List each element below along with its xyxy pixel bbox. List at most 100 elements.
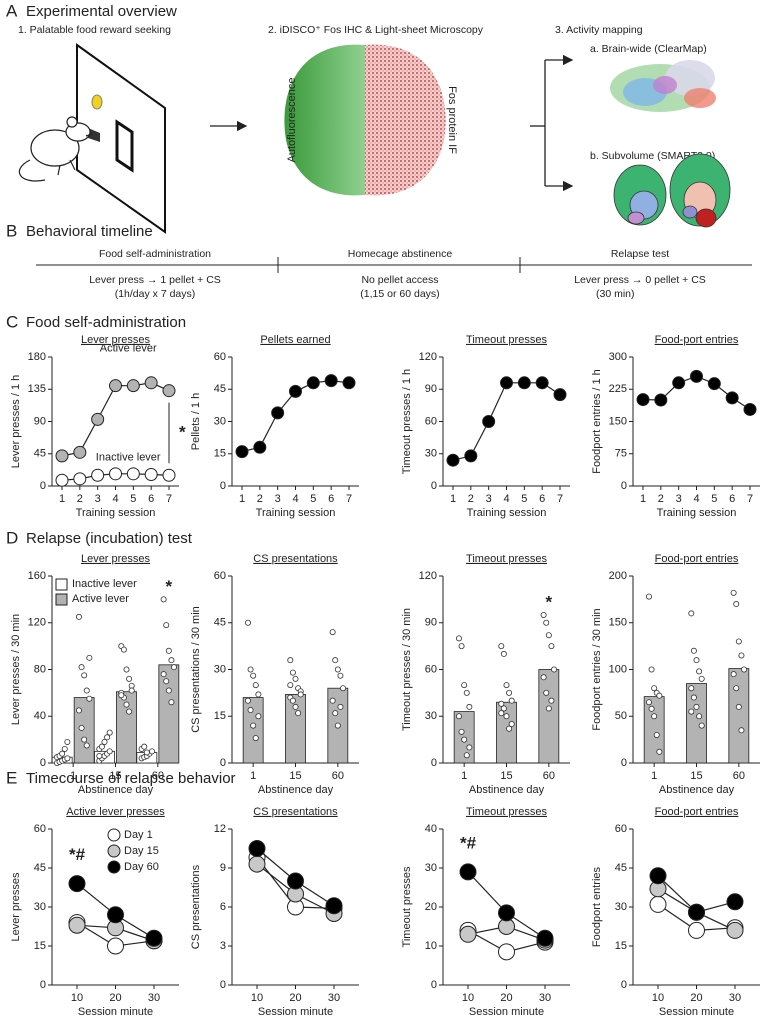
data-point	[168, 699, 175, 706]
data-point	[458, 728, 465, 735]
data-point	[340, 685, 347, 692]
chart-title: Active lever presses	[66, 806, 165, 818]
data-point	[329, 697, 336, 704]
data-point	[688, 685, 695, 692]
x-tick-label: 6	[148, 493, 154, 505]
data-point	[540, 674, 547, 681]
marker	[144, 468, 158, 482]
data-point	[696, 713, 703, 720]
x-axis-label: Abstinence day	[659, 784, 735, 796]
x-tick-label: 7	[557, 493, 563, 505]
x-tick-label: 2	[658, 493, 664, 505]
y-tick-label: 150	[609, 415, 627, 427]
y-axis-label: Pellets / 1 h	[190, 393, 202, 450]
phase-name: Homecage abstinence	[348, 248, 453, 260]
y-tick-label: 15	[214, 448, 226, 460]
y-tick-label: 30	[425, 710, 437, 722]
data-point	[651, 713, 658, 720]
lever	[88, 128, 100, 142]
x-axis-label: Session minute	[258, 1006, 333, 1018]
line	[452, 382, 561, 461]
legend-marker	[107, 844, 121, 858]
data-point	[334, 666, 341, 673]
y-tick-label: 60	[34, 823, 46, 835]
y-tick-label: 30	[214, 415, 226, 427]
data-point	[455, 713, 462, 720]
chart-title: Timeout presses	[466, 806, 547, 818]
marker	[306, 376, 320, 390]
data-point	[106, 748, 113, 755]
data-point	[247, 707, 254, 714]
y-tick-label: 60	[425, 415, 437, 427]
data-point	[506, 689, 513, 696]
data-point	[120, 646, 127, 653]
data-point	[738, 727, 745, 734]
data-point	[292, 675, 299, 682]
legend-marker	[107, 828, 121, 842]
y-tick-label: 60	[214, 570, 226, 582]
data-point	[101, 738, 108, 745]
x-tick-label: 20	[690, 992, 702, 1004]
data-point	[104, 734, 111, 741]
data-point	[466, 703, 473, 710]
panel-title: Experimental overview	[26, 3, 177, 20]
data-point	[730, 589, 737, 596]
data-point	[160, 596, 167, 603]
brain-label: Autofluorescence	[286, 78, 298, 163]
data-point	[123, 701, 130, 708]
marker	[726, 921, 744, 939]
data-point	[645, 593, 652, 600]
brain-fos	[365, 44, 446, 196]
y-axis-label: CS presentations	[190, 864, 202, 949]
x-tick-label: 60	[733, 770, 745, 782]
marker	[553, 388, 567, 402]
data-point	[143, 749, 150, 756]
x-tick-label: 30	[539, 992, 551, 1004]
data-point	[332, 657, 339, 664]
data-point	[78, 664, 85, 671]
y-tick-label: 90	[425, 617, 437, 629]
chart-title: Lever presses	[81, 553, 151, 565]
x-tick-label: 6	[539, 493, 545, 505]
marker	[109, 467, 122, 481]
x-tick-label: 6	[729, 493, 735, 505]
data-point	[503, 713, 510, 720]
significance: *	[166, 577, 173, 596]
bar	[728, 668, 750, 764]
x-axis-label: Training session	[467, 507, 547, 519]
marker	[690, 369, 703, 383]
data-point	[741, 666, 748, 673]
data-point	[292, 703, 299, 710]
legend-swatch	[55, 578, 68, 591]
y-tick-label: 60	[425, 663, 437, 675]
data-point	[688, 708, 695, 715]
y-tick-label: 6	[220, 901, 226, 913]
significance: *	[546, 592, 553, 611]
y-tick-label: 0	[220, 757, 226, 769]
data-point	[297, 691, 304, 698]
marker	[325, 897, 343, 915]
y-axis-label: CS presentations / 30 min	[190, 606, 202, 733]
branch-arrows	[530, 54, 574, 192]
x-tick-label: 1	[239, 493, 245, 505]
data-point	[255, 691, 262, 698]
data-point	[244, 697, 251, 704]
x-tick-label: 20	[500, 992, 512, 1004]
x-tick-label: 1	[250, 770, 256, 782]
data-point	[463, 689, 470, 696]
x-tick-label: 2	[77, 493, 83, 505]
marker	[726, 893, 744, 911]
chart-title: Timeout presses	[466, 553, 547, 565]
data-point	[171, 664, 178, 671]
y-tick-label: 45	[214, 617, 226, 629]
marker	[446, 453, 460, 467]
y-tick-label: 45	[214, 383, 226, 395]
data-point	[693, 703, 700, 710]
marker	[248, 840, 266, 857]
brain-label: Fos protein IF	[446, 86, 458, 154]
phase-text: Lever press → 0 pellet + CS	[574, 274, 706, 286]
data-point	[287, 682, 294, 689]
x-tick-label: 10	[652, 992, 664, 1004]
y-axis-label: Foodport entries / 30 min	[591, 608, 603, 730]
